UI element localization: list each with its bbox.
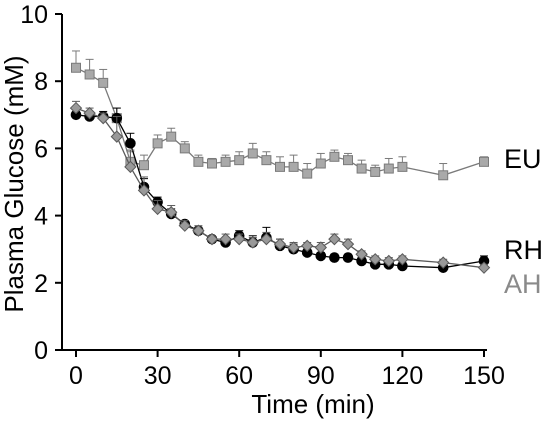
- data-point-ah: [246, 236, 260, 249]
- data-point-eu: [179, 143, 190, 154]
- data-point-ah: [382, 254, 396, 268]
- data-point-ah: [164, 206, 178, 219]
- data-point-ah: [96, 111, 110, 125]
- x-tick-label: 0: [69, 362, 83, 390]
- series-label-eu: EU: [504, 144, 542, 174]
- data-point-eu: [438, 170, 449, 181]
- y-tick-label: 0: [34, 337, 48, 365]
- data-point-eu: [98, 77, 109, 88]
- y-tick-label: 2: [34, 270, 48, 298]
- series-layer: [69, 50, 491, 274]
- series-ah: [69, 100, 491, 274]
- data-point-eu: [193, 156, 204, 167]
- data-point-ah: [151, 202, 164, 216]
- x-tick-label: 120: [382, 362, 424, 390]
- x-tick-label: 90: [307, 362, 335, 390]
- data-point-eu: [220, 156, 231, 167]
- data-point-eu: [166, 131, 177, 142]
- data-point-rh: [342, 252, 354, 263]
- x-axis-title: Time (min): [251, 389, 374, 419]
- series-label-rh: RH: [504, 235, 543, 265]
- data-point-ah: [205, 232, 219, 246]
- data-point-eu: [479, 156, 489, 167]
- data-point-ah: [314, 241, 328, 254]
- data-point-rh: [125, 138, 136, 149]
- data-point-ah: [396, 253, 409, 266]
- data-point-eu: [288, 161, 299, 172]
- series-labels: EU RH AH: [504, 144, 543, 299]
- series-label-ah: AH: [504, 269, 542, 299]
- data-point-ah: [436, 256, 450, 269]
- data-point-ah: [178, 219, 192, 232]
- data-point-ah: [287, 241, 300, 254]
- x-tick-label: 150: [463, 362, 505, 390]
- data-point-eu: [329, 151, 340, 162]
- data-point-ah: [368, 253, 382, 266]
- data-point-ah: [300, 239, 314, 253]
- x-tick-label: 30: [144, 362, 172, 390]
- data-point-ah: [219, 232, 232, 246]
- y-tick-label: 8: [34, 68, 48, 96]
- data-point-ah: [355, 248, 368, 261]
- series-eu: [71, 50, 489, 181]
- data-point-eu: [247, 148, 258, 159]
- data-point-rh: [329, 252, 340, 263]
- data-point-eu: [302, 168, 313, 179]
- data-point-ah: [232, 232, 246, 246]
- data-point-ah: [192, 224, 205, 237]
- data-point-eu: [275, 161, 285, 172]
- data-point-ah: [83, 106, 96, 120]
- data-point-ah: [273, 237, 287, 251]
- data-point-ah: [477, 261, 491, 274]
- data-point-eu: [397, 161, 408, 172]
- data-point-eu: [84, 69, 95, 80]
- data-point-ah: [69, 101, 83, 115]
- data-point-ah: [260, 232, 273, 246]
- data-point-eu: [261, 155, 272, 166]
- data-point-ah: [328, 232, 341, 246]
- data-point-ah: [341, 237, 355, 251]
- data-point-ah: [137, 184, 151, 197]
- data-point-eu: [207, 158, 217, 169]
- x-tick-label: 60: [225, 362, 253, 390]
- data-point-eu: [152, 138, 163, 149]
- data-point-eu: [234, 155, 245, 166]
- ticks: 0 30 60 90 120 150 0 2 4 6 8 10: [20, 1, 505, 390]
- data-point-eu: [370, 166, 381, 177]
- data-point-eu: [343, 155, 353, 166]
- data-point-eu: [139, 160, 149, 171]
- data-point-eu: [315, 158, 326, 169]
- data-point-eu: [71, 62, 81, 73]
- y-axis-title: Plasma Glucose (mM): [0, 55, 29, 312]
- axes: [61, 14, 487, 351]
- data-point-eu: [383, 163, 394, 174]
- y-tick-label: 6: [34, 135, 48, 163]
- y-tick-label: 10: [20, 1, 48, 29]
- data-point-ah: [124, 160, 137, 174]
- y-tick-label: 4: [34, 203, 48, 231]
- data-point-ah: [110, 130, 124, 143]
- data-point-eu: [356, 163, 367, 174]
